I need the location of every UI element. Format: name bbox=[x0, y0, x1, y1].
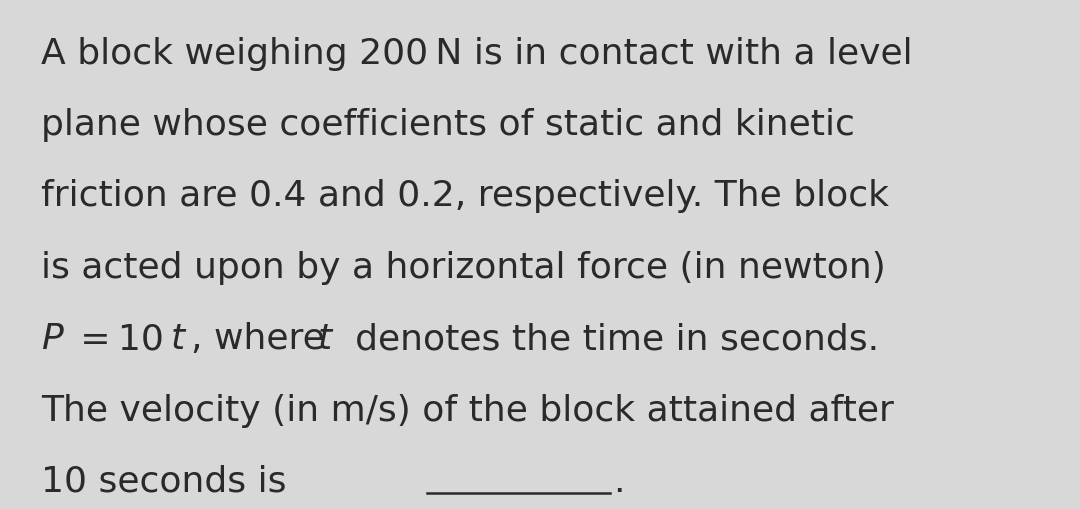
Text: 10 seconds is: 10 seconds is bbox=[41, 464, 286, 498]
Text: = 10: = 10 bbox=[73, 322, 164, 355]
Text: is acted upon by a horizontal force (in newton): is acted upon by a horizontal force (in … bbox=[41, 250, 886, 284]
Text: denotes the time in seconds.: denotes the time in seconds. bbox=[337, 322, 879, 355]
Text: , where: , where bbox=[191, 322, 343, 355]
Text: t: t bbox=[318, 322, 332, 355]
Text: P: P bbox=[41, 322, 63, 355]
Text: friction are 0.4 and 0.2, respectively. The block: friction are 0.4 and 0.2, respectively. … bbox=[41, 179, 889, 213]
Text: .: . bbox=[613, 464, 625, 498]
Text: The velocity (in m/s) of the block attained after: The velocity (in m/s) of the block attai… bbox=[41, 393, 894, 427]
Text: A block weighing 200 N is in contact with a level: A block weighing 200 N is in contact wit… bbox=[41, 37, 913, 70]
Text: t: t bbox=[171, 322, 185, 355]
Text: plane whose coefficients of static and kinetic: plane whose coefficients of static and k… bbox=[41, 108, 855, 142]
